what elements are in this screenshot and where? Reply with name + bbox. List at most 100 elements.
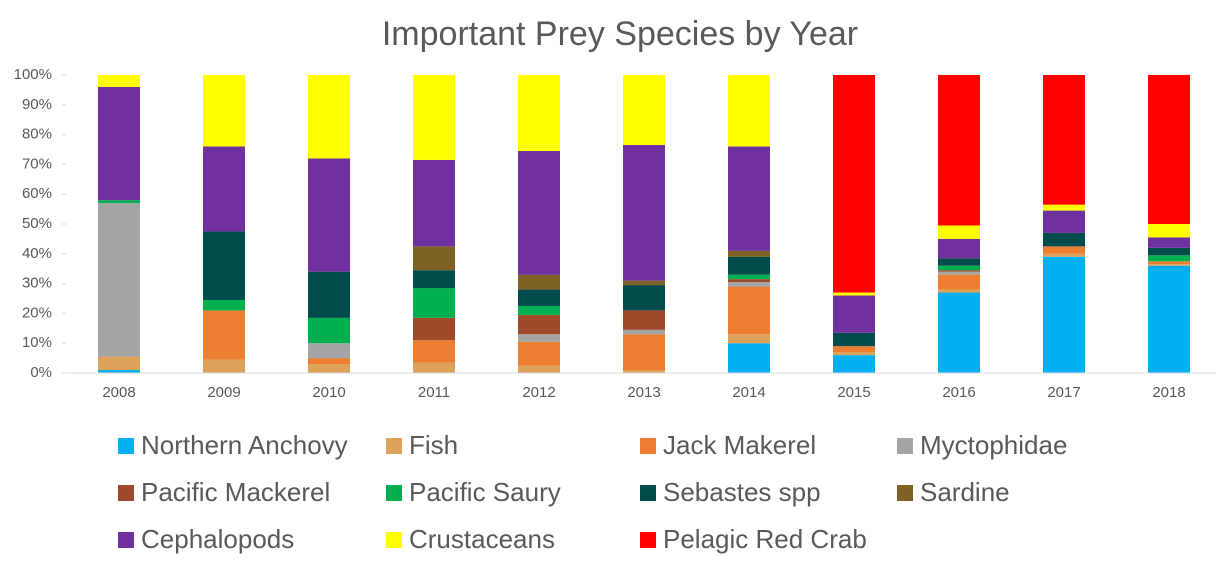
- bar-segment: [938, 265, 980, 271]
- bar-segment: [1043, 204, 1085, 211]
- bar-segment: [413, 246, 455, 271]
- legend-swatch: [640, 532, 656, 548]
- bar-segment: [1148, 75, 1190, 224]
- legend-label: Jack Makerel: [663, 430, 816, 460]
- bar-segment: [938, 75, 980, 226]
- bar-segment: [518, 274, 560, 290]
- bar-segment: [728, 256, 770, 275]
- bar-segment: [728, 250, 770, 257]
- legend-label: Pacific Mackerel: [141, 477, 330, 507]
- bar-segment: [518, 341, 560, 366]
- y-tick-label: 40%: [22, 245, 52, 262]
- y-tick-label: 20%: [22, 304, 52, 321]
- x-tick-label: 2011: [418, 384, 450, 401]
- legend-label: Sebastes spp: [663, 477, 821, 507]
- bar-segment: [1043, 246, 1085, 254]
- y-tick-label: 90%: [22, 96, 52, 113]
- bar-segment: [833, 295, 875, 333]
- bar-segment: [413, 75, 455, 160]
- bar-segment: [1043, 232, 1085, 247]
- legend-label: Sardine: [920, 477, 1010, 507]
- bar-segment: [1043, 210, 1085, 233]
- bar-segment: [938, 289, 980, 293]
- bar-segment: [98, 200, 140, 204]
- legend-label: Pacific Saury: [409, 477, 561, 507]
- bar-segment: [518, 289, 560, 306]
- x-tick-label: 2016: [942, 384, 975, 401]
- bar-segment: [623, 280, 665, 286]
- y-tick-label: 10%: [22, 334, 52, 351]
- bar-segment: [1148, 264, 1190, 266]
- y-tick-label: 50%: [22, 215, 52, 232]
- bar-segment: [728, 274, 770, 280]
- bar-segment: [623, 334, 665, 371]
- bar-segment: [1148, 247, 1190, 256]
- x-tick-label: 2015: [837, 384, 870, 401]
- y-tick-label: 60%: [22, 185, 52, 202]
- y-tick-label: 100%: [14, 66, 52, 83]
- bar-segment: [833, 292, 875, 296]
- bar-segment: [203, 75, 245, 147]
- bar-segment: [308, 364, 350, 373]
- legend-swatch: [386, 532, 402, 548]
- bar-segment: [518, 305, 560, 315]
- legend-swatch: [118, 485, 134, 501]
- bar-segment: [413, 340, 455, 363]
- bar-segment: [728, 146, 770, 251]
- legend-label: Cephalopods: [141, 524, 294, 554]
- legend-swatch: [640, 485, 656, 501]
- bar-segment: [203, 359, 245, 373]
- bar-segment: [833, 75, 875, 293]
- bar-segment: [413, 288, 455, 318]
- bar-segment: [518, 314, 560, 335]
- x-tick-label: 2013: [627, 384, 660, 401]
- legend-swatch: [640, 438, 656, 454]
- bar-segment: [518, 150, 560, 275]
- bar-segment: [98, 86, 140, 201]
- legend-swatch: [386, 438, 402, 454]
- bar-segment: [728, 334, 770, 344]
- y-tick-label: 70%: [22, 155, 52, 172]
- bar-segment: [833, 352, 875, 356]
- bar-segment: [623, 370, 665, 373]
- bar-segment: [413, 317, 455, 341]
- bar-segment: [623, 329, 665, 335]
- y-tick-label: 0%: [30, 364, 52, 381]
- bar-segment: [308, 358, 350, 365]
- bar-segment: [938, 238, 980, 259]
- bar-segment: [623, 285, 665, 311]
- bar-segment: [308, 271, 350, 318]
- x-tick-label: 2010: [312, 384, 345, 401]
- bar-segment: [938, 270, 980, 272]
- bar-segment: [938, 271, 980, 275]
- x-tick-label: 2012: [522, 384, 555, 401]
- bar-segment: [728, 279, 770, 283]
- bar-segment: [413, 159, 455, 247]
- legend-label: Myctophidae: [920, 430, 1067, 460]
- x-tick-label: 2014: [732, 384, 765, 401]
- bar-segment: [728, 282, 770, 287]
- bar-segment: [98, 356, 140, 371]
- legend-label: Pelagic Red Crab: [663, 524, 867, 554]
- chart-title: Important Prey Species by Year: [382, 15, 858, 53]
- x-tick-label: 2018: [1152, 384, 1185, 401]
- bar-segment: [98, 75, 140, 87]
- bar-segment: [1043, 253, 1085, 257]
- bar-segment: [203, 231, 245, 300]
- x-tick-label: 2009: [207, 384, 240, 401]
- x-tick-label: 2017: [1047, 384, 1080, 401]
- y-tick-label: 30%: [22, 275, 52, 292]
- y-tick-label: 80%: [22, 126, 52, 143]
- legend-label: Crustaceans: [409, 524, 555, 554]
- legend-swatch: [118, 532, 134, 548]
- bar-segment: [413, 270, 455, 289]
- bar-segment: [518, 334, 560, 342]
- legend-swatch: [386, 485, 402, 501]
- bar-segment: [203, 310, 245, 360]
- bar-segment: [728, 343, 770, 373]
- bar-segment: [308, 158, 350, 272]
- bar-segment: [98, 203, 140, 357]
- bar-segment: [518, 365, 560, 373]
- bar-segment: [1148, 224, 1190, 238]
- x-tick-label: 2008: [102, 384, 135, 401]
